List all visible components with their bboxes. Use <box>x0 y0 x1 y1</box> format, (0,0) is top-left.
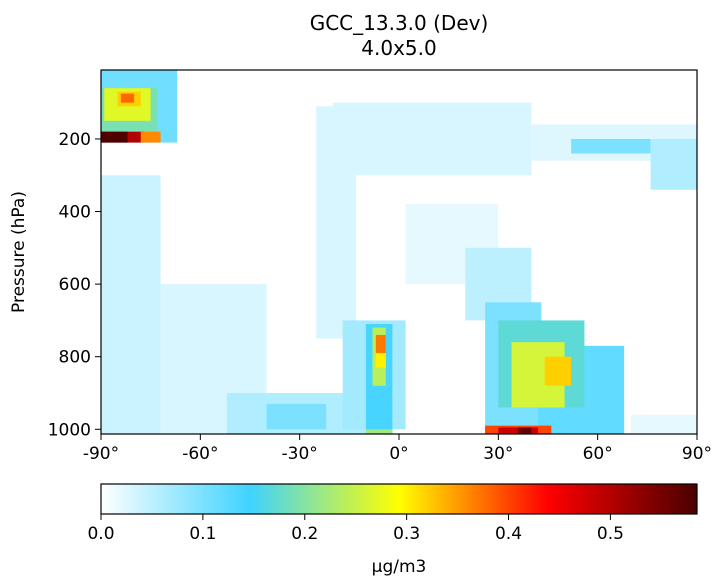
chart-title: GCC_13.3.0 (Dev) <box>310 11 489 35</box>
heatmap-cell <box>630 414 697 434</box>
heatmap-cell <box>120 93 135 103</box>
heatmap-cell <box>266 403 327 430</box>
heatmap-cell <box>650 138 697 190</box>
colorbar-tick-label: 0.3 <box>393 524 420 544</box>
x-axis: -90° -60° -30° 0° 30° 60° 90° <box>83 434 712 464</box>
heatmap-cell <box>101 175 161 434</box>
y-tick-label: 200 <box>59 130 91 150</box>
heatmap-cell <box>375 334 386 354</box>
colorbar-tick-label: 0.2 <box>291 524 318 544</box>
y-axis-label: Pressure (hPa) <box>9 191 29 313</box>
heatmap-cell <box>365 429 393 434</box>
heatmap-cells <box>101 70 697 434</box>
x-tick-label: -60° <box>182 444 218 464</box>
y-tick-label: 800 <box>59 348 91 368</box>
colorbar <box>100 483 698 515</box>
heatmap-cell <box>101 131 128 143</box>
x-tick-label: 90° <box>682 444 712 464</box>
y-tick-label: 1000 <box>48 420 91 440</box>
x-tick-label: 0° <box>389 444 408 464</box>
heatmap-cell <box>571 138 651 154</box>
chart-subtitle: 4.0x5.0 <box>361 36 436 60</box>
colorbar-ticks: 0.0 0.1 0.2 0.3 0.4 0.5 <box>87 514 624 544</box>
heatmap-cell <box>375 349 386 368</box>
colorbar-tick-label: 0.0 <box>87 524 114 544</box>
colorbar-tick-label: 0.4 <box>495 524 522 544</box>
colorbar-label: µg/m3 <box>372 557 427 577</box>
y-axis: 200 400 600 800 1000 <box>48 130 101 440</box>
y-tick-label: 400 <box>59 203 91 223</box>
colorbar-tick-label: 0.5 <box>597 524 624 544</box>
x-tick-label: -30° <box>282 444 318 464</box>
y-tick-label: 600 <box>59 275 91 295</box>
heatmap-cell <box>140 131 161 143</box>
x-tick-label: 30° <box>483 444 513 464</box>
x-tick-label: -90° <box>83 444 119 464</box>
colorbar-tick-label: 0.1 <box>189 524 216 544</box>
heatmap-cell <box>544 356 572 386</box>
x-tick-label: 60° <box>583 444 613 464</box>
heatmap-cell <box>332 102 532 176</box>
heatmap-cell <box>518 427 532 434</box>
